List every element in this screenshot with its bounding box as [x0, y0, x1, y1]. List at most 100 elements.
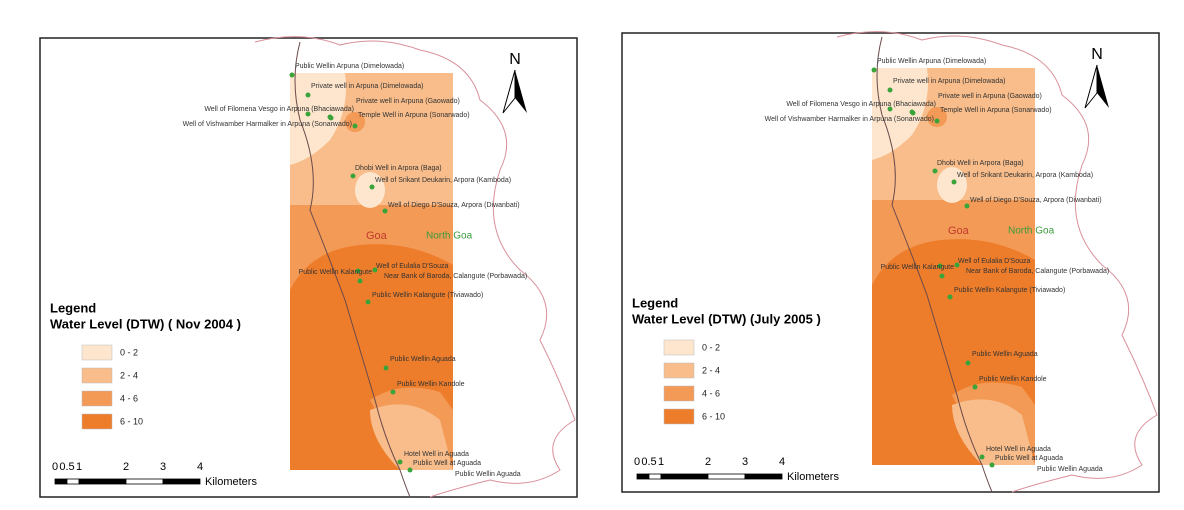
well-point [390, 389, 396, 395]
well-point [372, 267, 378, 273]
well-label: Temple Well in Arpuna (Sonarwado) [940, 107, 1052, 114]
well-point [887, 106, 893, 112]
scale-segment [54, 478, 68, 485]
well-label: Public Wellin Aguada [455, 471, 521, 478]
scale-segment [636, 473, 650, 480]
scale-segment [66, 478, 80, 485]
legend-swatch [663, 385, 695, 402]
well-label: Hotel Well in Aguada [404, 451, 469, 458]
legend-label: 4 - 6 [120, 393, 138, 403]
well-point [305, 111, 311, 117]
legend-swatch [81, 344, 113, 361]
legend-label: 6 - 10 [702, 411, 725, 421]
well-point [305, 92, 311, 98]
raster-4-6 [927, 107, 947, 127]
well-point [328, 115, 334, 121]
well-label: Well of Diego D'Souza, Arpora (Diwanbati… [388, 202, 520, 209]
well-point [947, 294, 953, 300]
scale-label: 1 [76, 461, 82, 473]
well-point [964, 203, 970, 209]
raster-0-2 [355, 172, 385, 208]
well-label: Temple Well in Arpuna (Sonarwado) [358, 112, 470, 119]
well-label: Well of Eulalia D'Souza [958, 258, 1031, 265]
well-label: Public Wellin Aguada [390, 356, 456, 363]
well-point [350, 173, 356, 179]
well-point [934, 118, 940, 124]
well-label: Public Wellin Arpuna (Dimelowada) [877, 58, 986, 65]
well-point [365, 299, 371, 305]
well-label: Public Wellin Kalangute [299, 269, 373, 276]
region-label: North Goa [426, 231, 473, 242]
scale-segment [78, 478, 127, 485]
raster-2-4 [952, 399, 1035, 465]
legend-label: 2 - 4 [120, 370, 138, 380]
well-point [369, 184, 375, 190]
well-label: Public Wellin Kalangute [881, 264, 955, 271]
legend-label: 0 - 2 [702, 342, 720, 352]
north-arrow [1097, 65, 1109, 108]
well-point [910, 110, 916, 116]
well-point [397, 459, 403, 465]
well-point [954, 262, 960, 268]
well-label: Well of Filomena Vesgo in Arpuna (Bhacia… [204, 106, 354, 113]
map-panel: Public Wellin Arpuna (Dimelowada) Private… [39, 36, 578, 498]
scale-segment [125, 478, 164, 485]
well-point [352, 123, 358, 129]
well-label: Well of Filomena Vesgo in Arpuna (Bhacia… [786, 101, 936, 108]
legend-swatch [81, 390, 113, 407]
well-point [965, 360, 971, 366]
legend-subtitle: Water Level (DTW) (July 2005 ) [632, 311, 821, 326]
well-point [357, 278, 363, 284]
state-boundary [836, 31, 1158, 493]
raster-4-6 [345, 112, 365, 132]
well-point [972, 384, 978, 390]
region-label: North Goa [1008, 226, 1055, 237]
well-label: Public Wellin Kalangute (Tiviawado) [954, 287, 1065, 294]
well-label: Public Wellin Aguada [972, 351, 1038, 358]
scale-label: 0 [634, 456, 640, 468]
well-label: Near Bank of Baroda, Calangute (Porbawad… [384, 273, 527, 280]
well-label: Dhobi Well in Arpora (Baga) [937, 160, 1024, 167]
scale-segment [162, 478, 201, 485]
coast-line [876, 36, 993, 493]
legend-swatch [81, 367, 113, 384]
well-point [289, 72, 295, 78]
well-label: Public Wellin Kalangute (Tiviawado) [372, 292, 483, 299]
well-label: Public Wellin Arpuna (Dimelowada) [295, 63, 404, 70]
well-point [355, 268, 361, 274]
well-point [382, 208, 388, 214]
raster-2-4 [370, 404, 453, 470]
scale-unit: Kilometers [787, 471, 839, 483]
scale-segment [660, 473, 709, 480]
legend-title: Legend [632, 295, 678, 310]
well-label: Well of Vishwamber Harmalker in Arpuna (… [183, 121, 352, 128]
well-point [989, 462, 995, 468]
well-label: Near Bank of Baroda, Calangute (Porbawad… [966, 268, 1109, 275]
well-point [951, 179, 957, 185]
well-label: Well of Diego D'Souza, Arpora (Diwanbati… [970, 197, 1102, 204]
scale-label: 0 [52, 461, 58, 473]
well-label: Private well in Arpuna (Dimelowada) [311, 83, 423, 90]
well-label: Private well in Arpuna (Dimelowada) [893, 78, 1005, 85]
raster-4-6 [290, 205, 453, 290]
well-label: Public Well at Aguada [995, 455, 1063, 462]
scale-label: 0.5 [641, 456, 656, 468]
scale-segment [707, 473, 746, 480]
scale-segment [744, 473, 783, 480]
north-label: N [509, 51, 521, 68]
raster-0-2 [290, 73, 346, 165]
well-label: Well of Eulalia D'Souza [376, 263, 449, 270]
legend-swatch [81, 413, 113, 430]
scale-segment [648, 473, 662, 480]
well-point [979, 454, 985, 460]
legend-title: Legend [50, 300, 96, 315]
well-label: Dhobi Well in Arpora (Baga) [355, 165, 442, 172]
well-label: Hotel Well in Aguada [986, 446, 1051, 453]
well-point [939, 273, 945, 279]
well-label: Public Well at Aguada [413, 460, 481, 467]
legend-label: 4 - 6 [702, 388, 720, 398]
well-label: Well of Srikant Deukarin, Arpora (Kambod… [957, 172, 1093, 179]
raster-4-6 [872, 200, 1035, 285]
north-label: N [1091, 46, 1103, 63]
